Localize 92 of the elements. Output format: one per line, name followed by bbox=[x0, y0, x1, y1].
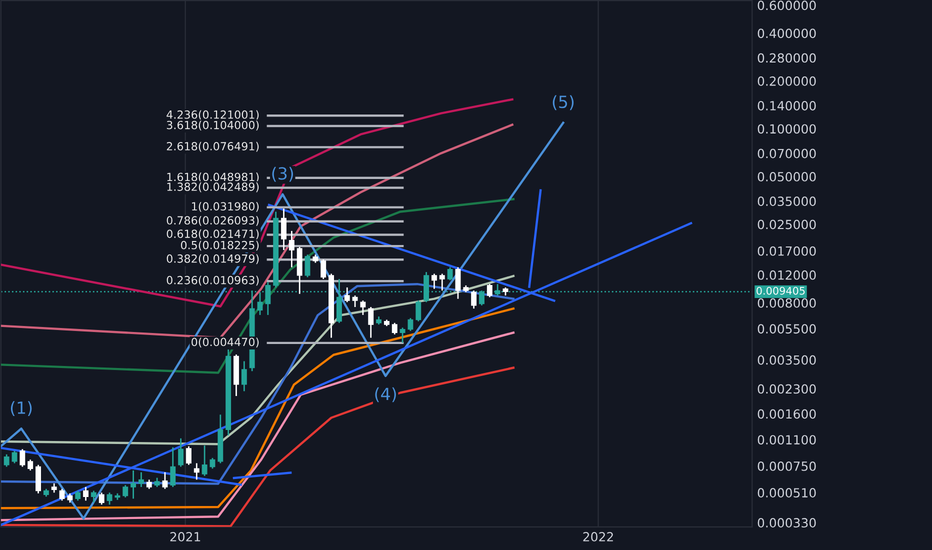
candlestick bbox=[288, 230, 294, 268]
candlestick bbox=[241, 360, 247, 392]
candlestick bbox=[360, 300, 366, 316]
candlestick bbox=[281, 208, 286, 251]
x-tick-label: 2021 bbox=[170, 532, 200, 542]
series-label: 3.618(0.104000) bbox=[166, 120, 259, 131]
candlestick bbox=[304, 254, 310, 278]
candlestick bbox=[90, 490, 96, 504]
series-label: 0.618(0.021471) bbox=[166, 229, 259, 240]
candlestick bbox=[447, 266, 453, 281]
candlestick bbox=[186, 446, 192, 466]
candlestick bbox=[138, 472, 144, 488]
y-tick-label: 0.001100 bbox=[758, 435, 816, 445]
candlestick bbox=[162, 472, 168, 490]
candlestick bbox=[98, 492, 104, 506]
candlestick bbox=[154, 477, 160, 488]
candlestick bbox=[202, 444, 208, 477]
candlestick bbox=[106, 492, 112, 506]
series-label: 0.236(0.010963) bbox=[166, 276, 259, 286]
candlestick bbox=[194, 462, 200, 480]
y-tick-label: 0.070000 bbox=[758, 148, 816, 158]
candlestick bbox=[344, 286, 350, 303]
candlestick bbox=[486, 283, 492, 298]
candlestick bbox=[408, 317, 414, 332]
candlestick bbox=[400, 326, 406, 344]
candlestick bbox=[36, 464, 41, 494]
x-tick-label: 2022 bbox=[583, 532, 613, 542]
y-tick-label: 0.000750 bbox=[758, 461, 816, 471]
candlestick bbox=[4, 454, 10, 468]
y-tick-label: 0.008000 bbox=[758, 298, 816, 308]
candlestick bbox=[368, 306, 374, 338]
line-series bbox=[0, 307, 515, 510]
candlestick bbox=[122, 484, 128, 498]
series-label: 1(0.031980) bbox=[192, 202, 259, 212]
candlestick bbox=[210, 457, 216, 470]
y-tick-label: 0.005500 bbox=[758, 324, 816, 334]
line-series bbox=[0, 274, 515, 446]
series-label: 0.786(0.026093) bbox=[166, 216, 259, 226]
annotation: (3) bbox=[272, 166, 293, 182]
candlestick bbox=[12, 450, 18, 464]
line-series bbox=[0, 98, 514, 308]
series-label: 0.5(0.018225) bbox=[180, 240, 259, 251]
y-tick-label: 0.200000 bbox=[758, 76, 816, 86]
candlestick bbox=[20, 448, 26, 468]
candlestick bbox=[432, 273, 437, 290]
candlestick bbox=[471, 290, 477, 310]
candlestick bbox=[352, 294, 358, 308]
candlestick bbox=[257, 291, 263, 316]
series-label: 0(0.004470) bbox=[192, 338, 259, 348]
y-tick-label: 0.001600 bbox=[758, 409, 816, 419]
series-label: 2.618(0.076491) bbox=[166, 142, 259, 152]
y-tick-label: 0.600000 bbox=[758, 0, 816, 10]
series-label: 1.618(0.048981) bbox=[167, 172, 259, 182]
candlestick bbox=[130, 470, 136, 500]
y-tick-label: 0.035000 bbox=[758, 196, 816, 206]
y-tick-label: 0.140000 bbox=[758, 101, 816, 110]
candlestick bbox=[320, 258, 326, 280]
y-tick-label: 0.002300 bbox=[758, 384, 816, 394]
annotation: (1) bbox=[10, 401, 32, 416]
candlestick bbox=[51, 482, 57, 494]
y-tick-label: 0.100000 bbox=[758, 124, 816, 134]
series-label: 1.382(0.042489) bbox=[167, 182, 259, 192]
candlestick bbox=[146, 478, 152, 490]
candlestick bbox=[75, 490, 81, 502]
line-series bbox=[0, 366, 515, 527]
candlestick bbox=[455, 266, 461, 300]
candlestick bbox=[178, 438, 184, 468]
candlestick bbox=[392, 322, 398, 336]
series-label: 4.236(0.121001) bbox=[166, 110, 259, 120]
candlestick bbox=[83, 486, 89, 502]
y-tick-label: 0.000330 bbox=[758, 518, 816, 528]
line-series bbox=[0, 122, 564, 520]
candlestick bbox=[67, 492, 73, 504]
ref-line-label: 0.009405 bbox=[756, 286, 805, 295]
line-series bbox=[0, 332, 515, 522]
y-tick-label: 0.400000 bbox=[758, 28, 816, 38]
candlestick bbox=[170, 446, 176, 488]
candlestick bbox=[59, 488, 65, 502]
annotation: (5) bbox=[552, 95, 574, 110]
y-tick-label: 0.050000 bbox=[758, 172, 816, 182]
candlestick bbox=[416, 300, 422, 322]
candlestick bbox=[28, 458, 34, 472]
y-tick-label: 0.017000 bbox=[758, 246, 816, 256]
y-tick-label: 0.012000 bbox=[758, 270, 816, 280]
candlestick bbox=[439, 273, 445, 292]
y-tick-label: 0.025000 bbox=[758, 220, 816, 230]
series-label: 0.382(0.014979) bbox=[166, 254, 259, 264]
line-series bbox=[0, 198, 515, 374]
y-tick-label: 0.000510 bbox=[758, 488, 816, 498]
annotation: (4) bbox=[375, 387, 396, 402]
y-tick-label: 0.003500 bbox=[758, 355, 816, 365]
y-tick-label: 0.280000 bbox=[758, 53, 816, 63]
